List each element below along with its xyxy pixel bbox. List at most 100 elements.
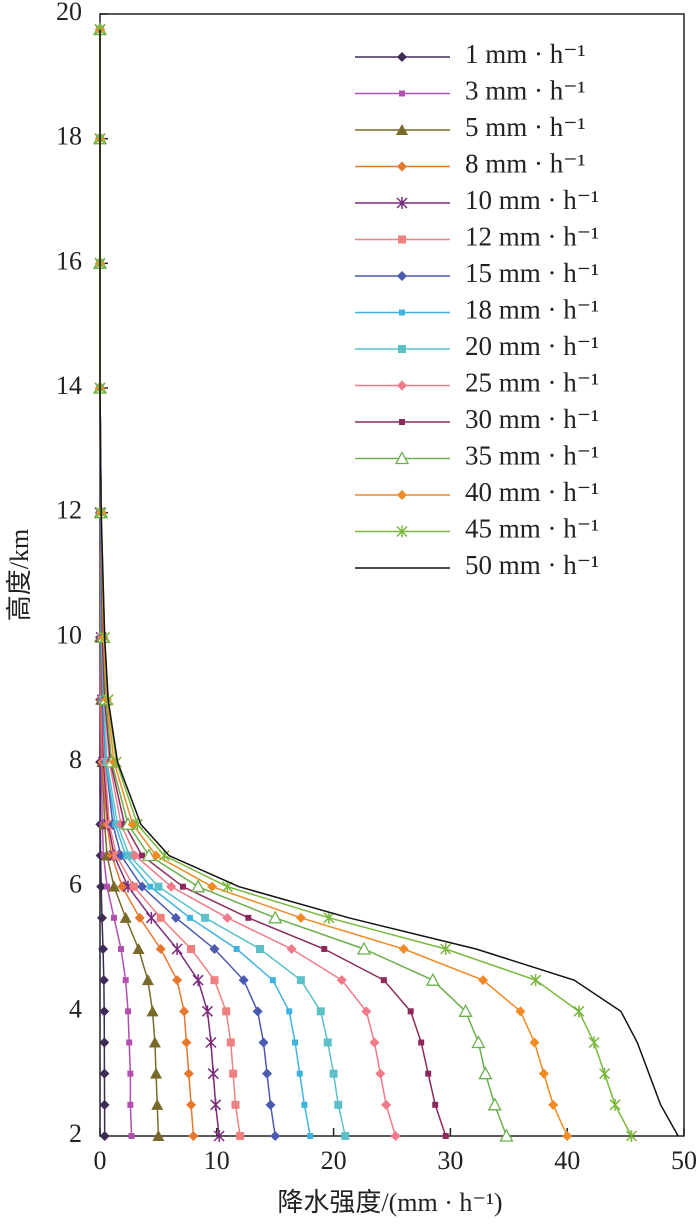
marker	[396, 197, 408, 209]
marker	[145, 911, 157, 924]
legend-label: 50 mm · h⁻¹	[465, 550, 599, 580]
x-tick-label: 20	[321, 1146, 347, 1175]
y-tick-label: 4	[69, 994, 82, 1023]
legend-label: 5 mm · h⁻¹	[465, 112, 586, 142]
marker	[323, 1038, 332, 1047]
marker	[478, 975, 489, 986]
marker	[127, 1101, 134, 1108]
marker	[131, 818, 143, 831]
marker	[245, 914, 252, 921]
marker	[316, 1007, 325, 1016]
series-line	[99, 29, 220, 1137]
marker	[236, 1132, 245, 1140]
marker	[398, 345, 406, 353]
x-axis-label: 降水强度/(mm · h⁻¹)	[277, 1188, 502, 1217]
marker	[172, 975, 183, 986]
marker	[286, 944, 297, 954]
y-axis-label: 高度/km	[5, 529, 34, 621]
marker	[183, 1068, 194, 1079]
marker	[381, 1099, 392, 1110]
marker	[296, 1070, 303, 1077]
marker	[186, 1099, 197, 1110]
marker	[268, 910, 283, 924]
marker	[151, 1098, 164, 1110]
marker	[369, 1037, 380, 1048]
marker	[548, 1099, 559, 1110]
marker	[210, 976, 219, 985]
marker	[356, 941, 372, 955]
marker	[147, 883, 154, 890]
marker	[515, 1006, 526, 1017]
marker	[111, 914, 118, 921]
marker	[562, 1131, 573, 1141]
marker	[286, 1008, 293, 1015]
marker	[96, 912, 107, 923]
marker	[478, 1066, 493, 1080]
legend-label: 12 mm · h⁻¹	[465, 222, 599, 252]
marker	[139, 852, 146, 859]
marker	[154, 882, 163, 891]
series-line	[99, 29, 195, 1137]
marker	[213, 1130, 225, 1142]
marker	[186, 914, 193, 921]
series-line	[99, 29, 276, 1137]
marker	[118, 946, 125, 952]
marker	[127, 1070, 134, 1077]
marker	[397, 52, 407, 62]
legend-label: 25 mm · h⁻¹	[465, 368, 599, 398]
marker	[188, 1131, 199, 1141]
marker	[155, 944, 166, 954]
legend-label: 10 mm · h⁻¹	[465, 185, 599, 215]
marker	[499, 1128, 514, 1142]
x-tick-label: 10	[204, 1146, 230, 1175]
marker	[425, 1070, 432, 1077]
marker	[122, 977, 129, 984]
marker	[380, 977, 387, 984]
x-tick-label: 50	[671, 1146, 697, 1175]
marker	[179, 883, 186, 890]
marker	[265, 1099, 276, 1110]
y-tick-label: 2	[69, 1119, 82, 1148]
marker	[187, 945, 196, 953]
marker	[609, 1098, 621, 1111]
marker	[341, 1132, 350, 1140]
marker	[201, 1005, 213, 1018]
series-line	[99, 29, 241, 1137]
marker	[270, 1131, 281, 1141]
marker	[98, 944, 109, 954]
marker	[471, 1035, 486, 1049]
marker	[141, 974, 154, 986]
series-line	[99, 29, 447, 1137]
marker	[99, 1099, 110, 1110]
marker	[99, 1006, 110, 1017]
marker	[307, 1133, 314, 1139]
y-tick-label: 18	[56, 122, 82, 151]
legend-label: 30 mm · h⁻¹	[465, 404, 599, 434]
marker	[233, 946, 240, 952]
marker	[156, 913, 165, 922]
legend-label: 18 mm · h⁻¹	[465, 295, 599, 325]
marker	[440, 943, 452, 955]
marker	[150, 1067, 163, 1079]
marker	[442, 1133, 449, 1139]
marker	[258, 1037, 269, 1048]
marker	[96, 881, 107, 892]
marker	[399, 309, 405, 316]
marker	[148, 1036, 161, 1048]
legend-label: 15 mm · h⁻¹	[465, 258, 599, 288]
marker	[252, 1006, 263, 1017]
y-tick-label: 10	[56, 620, 82, 649]
marker	[151, 850, 162, 861]
marker	[398, 944, 409, 954]
marker	[399, 90, 405, 97]
marker	[397, 490, 407, 500]
marker	[329, 1069, 338, 1078]
series-line	[99, 29, 311, 1137]
x-tick-label: 40	[554, 1146, 580, 1175]
x-tick-label: 0	[94, 1146, 107, 1175]
marker	[201, 913, 210, 922]
marker	[296, 976, 305, 985]
marker	[269, 977, 276, 984]
marker	[407, 1008, 414, 1015]
